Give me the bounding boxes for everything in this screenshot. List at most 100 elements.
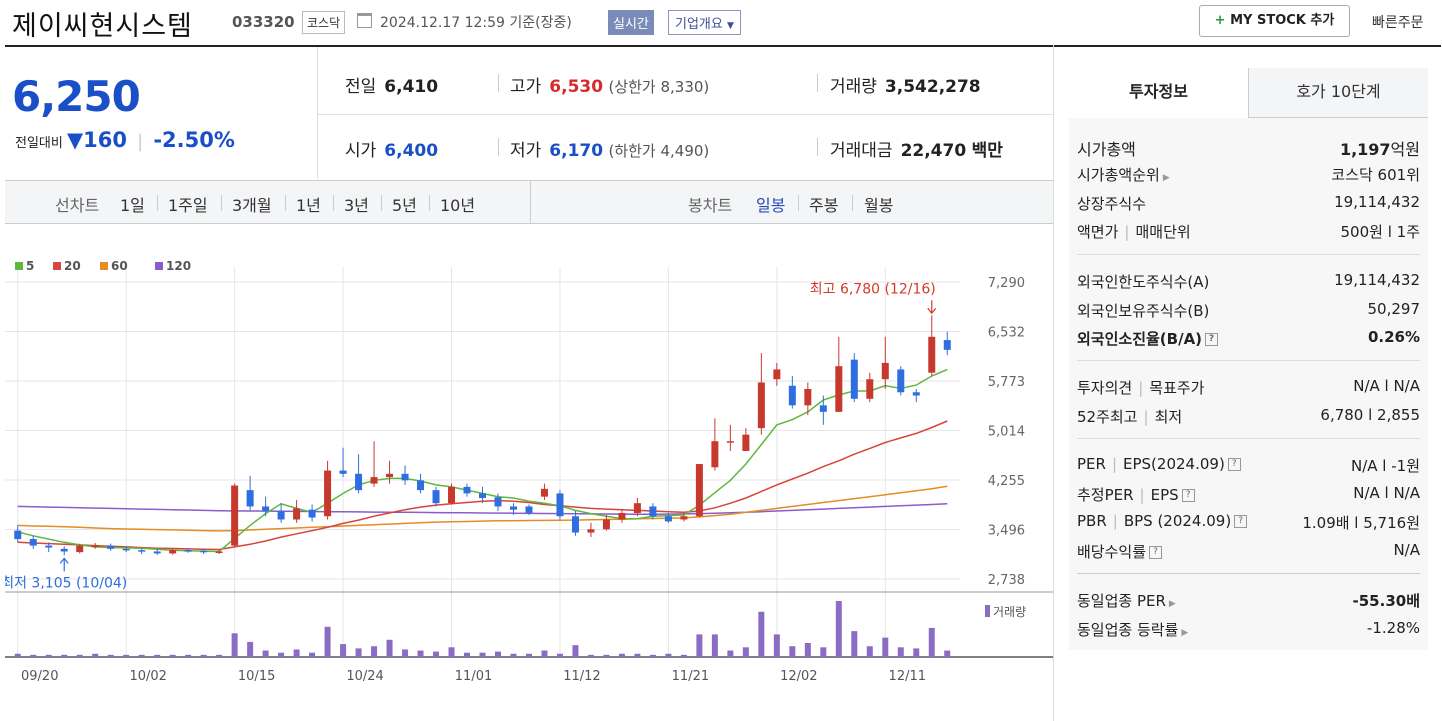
candle-body bbox=[556, 493, 564, 517]
period-3m[interactable]: 3개월 bbox=[232, 196, 272, 215]
volume-bar bbox=[448, 647, 455, 657]
legend-swatch bbox=[15, 262, 23, 270]
candle-weekly[interactable]: 주봉 bbox=[809, 196, 839, 215]
open-price: 시가 6,400 bbox=[345, 141, 439, 161]
candle-body bbox=[943, 340, 951, 350]
down-triangle-icon: ▼ bbox=[66, 128, 84, 152]
max-arrow-head bbox=[927, 307, 937, 315]
volume-bar bbox=[820, 647, 827, 657]
period-1y[interactable]: 1년 bbox=[296, 196, 321, 215]
candle-body bbox=[897, 369, 905, 393]
volume-bar bbox=[897, 647, 904, 657]
volume-legend-label: 거래량 bbox=[993, 605, 1026, 619]
candle-body bbox=[184, 550, 192, 552]
my-stock-label: MY STOCK 추가 bbox=[1230, 13, 1335, 28]
candle-body bbox=[819, 405, 827, 412]
chart-nav bbox=[5, 180, 1053, 224]
candle-monthly[interactable]: 월봉 bbox=[864, 196, 894, 215]
candle-body bbox=[246, 490, 254, 507]
plus-icon: + bbox=[1214, 13, 1226, 28]
volume-bar bbox=[169, 654, 176, 657]
min-arrow-head bbox=[59, 557, 69, 564]
volume-bar bbox=[371, 646, 378, 657]
candle-body bbox=[928, 336, 936, 373]
candle-body bbox=[742, 434, 750, 451]
pbr-row: PBR | BPS (2024.09)? 1.09배 l 5,716원 bbox=[1077, 512, 1420, 532]
help-icon[interactable]: ? bbox=[1234, 515, 1248, 528]
tab-invest-info[interactable]: 투자정보 bbox=[1069, 68, 1249, 118]
volume-bar bbox=[154, 654, 161, 657]
candle-body bbox=[138, 550, 146, 552]
ma60-line bbox=[17, 485, 948, 532]
volume-bar bbox=[433, 651, 440, 657]
change-amount: 160 bbox=[83, 128, 127, 152]
candle-body bbox=[324, 470, 332, 517]
realtime-button[interactable]: 실시간 bbox=[608, 10, 654, 35]
candle-body bbox=[339, 470, 347, 474]
prev-close: 전일 6,410 bbox=[345, 77, 439, 97]
volume-bar bbox=[866, 646, 873, 657]
price-change: 전일대비 ▼160 | -2.50% bbox=[15, 128, 235, 152]
period-5y[interactable]: 5년 bbox=[392, 196, 417, 215]
volume-bar bbox=[572, 645, 579, 657]
legend-swatch bbox=[100, 262, 108, 270]
par-row: 액면가 | 매매단위 500원 l 1주 bbox=[1077, 223, 1420, 241]
candle-body bbox=[804, 389, 812, 406]
x-tick-label: 12/11 bbox=[889, 669, 926, 684]
company-info-label: 기업개요 bbox=[675, 17, 723, 32]
candle-daily[interactable]: 일봉 bbox=[756, 196, 786, 215]
period-1d[interactable]: 1일 bbox=[120, 196, 145, 215]
volume-bar bbox=[61, 654, 68, 657]
help-icon[interactable]: ? bbox=[1181, 489, 1195, 502]
period-10y[interactable]: 10년 bbox=[440, 196, 476, 215]
candle-body bbox=[200, 550, 208, 553]
sector-per-row[interactable]: 동일업종 PER ▶ -55.30배 bbox=[1077, 592, 1420, 610]
volume-bar bbox=[417, 650, 424, 657]
help-icon[interactable]: ? bbox=[1205, 333, 1219, 346]
rank-row[interactable]: 시가총액순위 ▶ 코스닥 601위 bbox=[1077, 166, 1420, 184]
volume-bar bbox=[587, 654, 594, 657]
volume-bar bbox=[45, 654, 52, 657]
per-row: PER | EPS(2024.09)? N/A l -1원 bbox=[1077, 455, 1420, 475]
change-label: 전일대비 bbox=[15, 136, 63, 151]
volume-bar bbox=[293, 649, 300, 657]
y-tick-label: 7,290 bbox=[988, 276, 1025, 291]
candle-body bbox=[262, 506, 270, 512]
volume-bar bbox=[851, 631, 858, 657]
quick-order-link[interactable]: 빠른주문 bbox=[1372, 15, 1424, 31]
candle-body bbox=[293, 508, 301, 520]
volume-bar bbox=[324, 626, 331, 657]
high-price: 고가 6,530 (상한가 8,330) bbox=[510, 77, 710, 97]
my-stock-add-button[interactable]: + MY STOCK 추가 bbox=[1199, 5, 1350, 37]
y-tick-label: 2,738 bbox=[988, 573, 1025, 588]
help-icon[interactable]: ? bbox=[1227, 458, 1241, 471]
y-tick-label: 4,255 bbox=[988, 474, 1025, 489]
volume-bar bbox=[711, 634, 718, 657]
x-tick-label: 10/15 bbox=[238, 669, 275, 684]
volume-bar bbox=[634, 653, 641, 657]
volume-bar bbox=[556, 653, 563, 657]
candle-body bbox=[45, 545, 53, 548]
opinion-row: 투자의견 | 목표주가 N/A l N/A bbox=[1077, 377, 1420, 397]
summary-divider bbox=[318, 114, 1053, 115]
volume-bar bbox=[649, 654, 656, 657]
help-icon[interactable]: ? bbox=[1149, 546, 1163, 559]
market-cap-row: 시가총액 1,197억원 bbox=[1077, 140, 1420, 159]
sector-change-row[interactable]: 동일업종 등락률 ▶ -1.28% bbox=[1077, 619, 1420, 639]
candle-body bbox=[107, 545, 115, 549]
legend-label: 60 bbox=[111, 259, 128, 273]
period-3y[interactable]: 3년 bbox=[344, 196, 369, 215]
stock-chart[interactable]: 7,290 6,532 5,773 5,014 4,255 3,496 2,738 09/20… bbox=[5, 225, 1053, 720]
volume-bar bbox=[216, 654, 223, 657]
x-tick-label: 11/12 bbox=[563, 669, 600, 684]
volume-bar bbox=[789, 646, 796, 657]
company-info-dropdown[interactable]: 기업개요 ▼ bbox=[668, 10, 741, 35]
candle-body bbox=[76, 545, 84, 553]
volume: 거래량 3,542,278 bbox=[830, 77, 981, 97]
period-1w[interactable]: 1주일 bbox=[168, 196, 208, 215]
volume-bar bbox=[138, 654, 145, 657]
volume-bar bbox=[340, 644, 347, 657]
tab-hoga[interactable]: 호가 10단계 bbox=[1249, 68, 1428, 118]
candle-body bbox=[540, 488, 548, 497]
volume-bar bbox=[928, 627, 935, 657]
